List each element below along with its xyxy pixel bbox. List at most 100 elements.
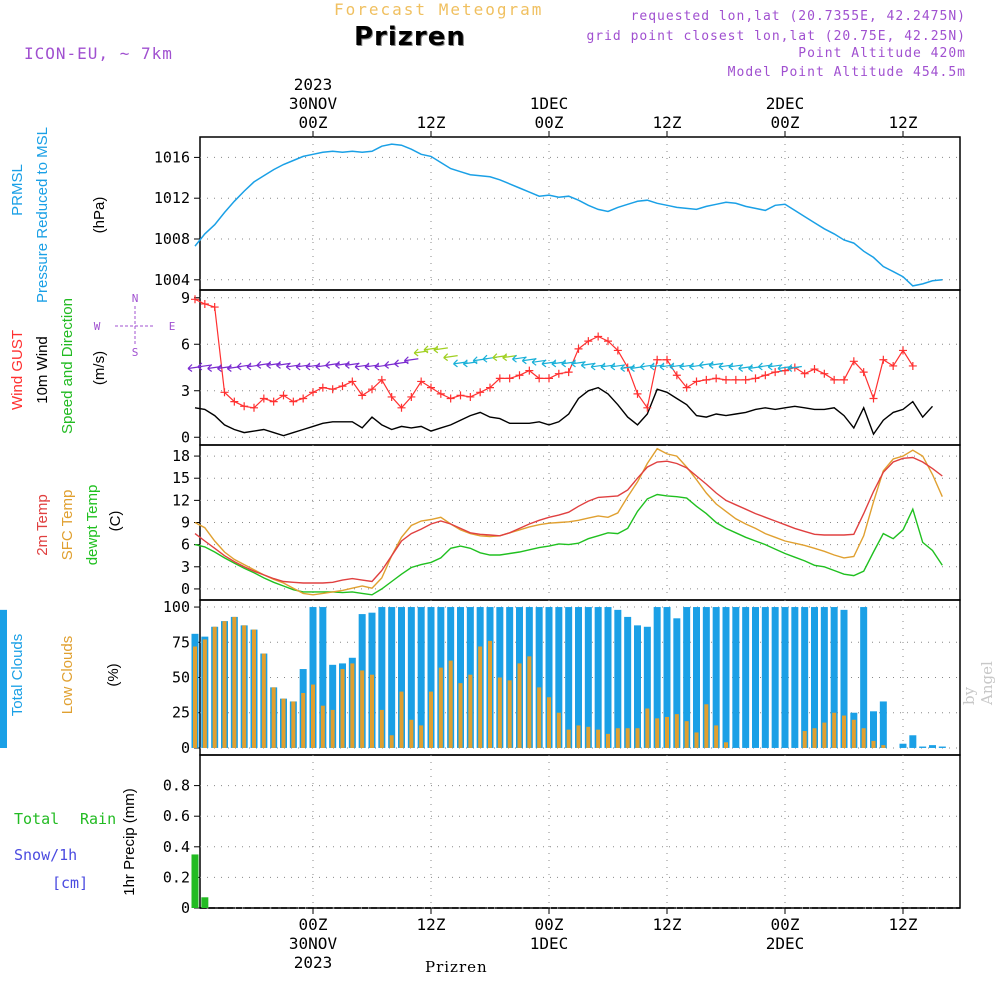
series-2m-temp-line <box>194 456 943 584</box>
model-altitude: Model Point Altitude 454.5m <box>727 65 966 80</box>
gust-marker <box>879 355 888 364</box>
low-cloud-bar <box>871 740 876 748</box>
gust-marker <box>466 392 475 401</box>
low-cloud-bar <box>625 728 630 748</box>
time-label-bottom: 12Z <box>889 915 918 934</box>
gust-marker <box>840 375 848 384</box>
total-cloud-bar <box>427 607 435 748</box>
y-tick-label: 6 <box>181 335 190 353</box>
compass-east: E <box>169 320 176 333</box>
total-cloud-bar <box>555 607 563 748</box>
total-cloud-bar <box>879 701 887 748</box>
y-tick-label: 18 <box>172 447 190 465</box>
y-tick-label: 3 <box>181 558 190 576</box>
low-cloud-bar <box>340 669 345 748</box>
low-cloud-bar <box>379 709 384 748</box>
low-cloud-bar <box>242 625 247 748</box>
ylabel-celsius: (C) <box>107 511 124 532</box>
low-cloud-bar <box>851 719 856 748</box>
gust-marker <box>584 337 593 346</box>
total-cloud-bar <box>722 607 730 748</box>
legend-snow: Snow/1h <box>14 846 78 864</box>
gust-marker <box>259 394 268 403</box>
low-cloud-bar <box>802 731 807 748</box>
low-cloud-bar <box>822 722 827 748</box>
total-cloud-bar <box>604 607 612 748</box>
gust-marker <box>692 377 701 386</box>
legend-rain: Rain <box>80 810 117 828</box>
gust-marker <box>299 394 308 403</box>
low-cloud-bar <box>193 646 197 748</box>
total-cloud-bar <box>693 607 700 748</box>
gust-marker <box>800 369 809 378</box>
y-tick-label: 50 <box>172 669 190 687</box>
wind-direction-arrow <box>512 354 527 363</box>
total-cloud-bar <box>712 607 720 748</box>
gust-marker <box>849 357 858 366</box>
gust-marker <box>761 371 770 380</box>
time-label-bottom: 30NOV <box>289 934 338 953</box>
gust-marker <box>525 366 534 375</box>
wind-direction-arrow <box>571 359 586 368</box>
low-cloud-bar <box>252 629 256 748</box>
low-cloud-bar <box>458 683 463 748</box>
total-cloud-bar <box>584 607 592 748</box>
low-cloud-bar <box>320 705 325 748</box>
series-sfc-temp-line <box>194 447 943 596</box>
gust-marker <box>564 368 573 377</box>
low-cloud-bar <box>832 712 837 748</box>
gust-marker <box>613 346 622 355</box>
low-cloud-bar <box>547 697 551 748</box>
total-cloud-bar <box>919 746 927 748</box>
gust-marker <box>309 388 317 397</box>
y-tick-label: 1016 <box>154 148 190 166</box>
low-cloud-bar <box>360 670 365 748</box>
gust-marker <box>456 391 465 400</box>
y-tick-label: 15 <box>172 469 190 487</box>
y-tick-label: 9 <box>181 514 190 532</box>
grid-point-coords: grid point closest lon,lat (20.75E, 42.2… <box>586 29 966 44</box>
wind-direction-arrow <box>403 356 419 365</box>
low-cloud-bar <box>714 725 719 748</box>
low-cloud-bar <box>409 719 414 748</box>
ylabel-total-clouds: Total Clouds <box>9 634 26 717</box>
y-tick-label: 6 <box>181 536 190 554</box>
series-dewpt-line <box>194 493 943 596</box>
total-cloud-bar <box>398 607 405 748</box>
gust-marker <box>358 391 367 400</box>
low-cloud-bar <box>842 715 846 748</box>
gust-marker <box>869 394 878 403</box>
series-wind10m-line <box>194 386 934 437</box>
gust-marker <box>899 346 907 355</box>
total-cloud-bar <box>643 626 651 748</box>
time-label-bottom: 12Z <box>653 915 682 934</box>
rain-bar <box>201 897 209 908</box>
panel-frame-temperature <box>199 444 961 601</box>
gust-marker <box>633 389 642 398</box>
wind-direction-arrow <box>502 353 517 362</box>
total-cloud-bar <box>673 618 681 748</box>
total-cloud-bar <box>801 607 809 748</box>
gust-marker <box>663 355 671 364</box>
panel-frame-precip <box>199 754 961 909</box>
total-cloud-bar <box>407 607 415 748</box>
gust-marker <box>712 374 721 383</box>
wind-direction-arrow <box>610 362 625 371</box>
total-cloud-bar <box>565 607 573 748</box>
gust-marker <box>810 365 819 374</box>
gust-marker <box>387 392 396 401</box>
gust-marker <box>240 402 249 411</box>
total-cloud-bar <box>663 607 671 748</box>
low-cloud-bar <box>704 704 709 748</box>
compass-south: S <box>132 346 139 359</box>
total-cloud-bar <box>938 746 946 748</box>
gust-marker <box>653 355 662 364</box>
total-cloud-bar <box>771 607 779 748</box>
low-cloud-bar <box>488 640 492 748</box>
gust-marker <box>476 388 485 397</box>
low-cloud-bar <box>389 735 394 748</box>
low-cloud-bar <box>468 674 473 748</box>
ylabel-hpa: (hPa) <box>91 197 108 234</box>
gust-marker <box>289 397 298 406</box>
